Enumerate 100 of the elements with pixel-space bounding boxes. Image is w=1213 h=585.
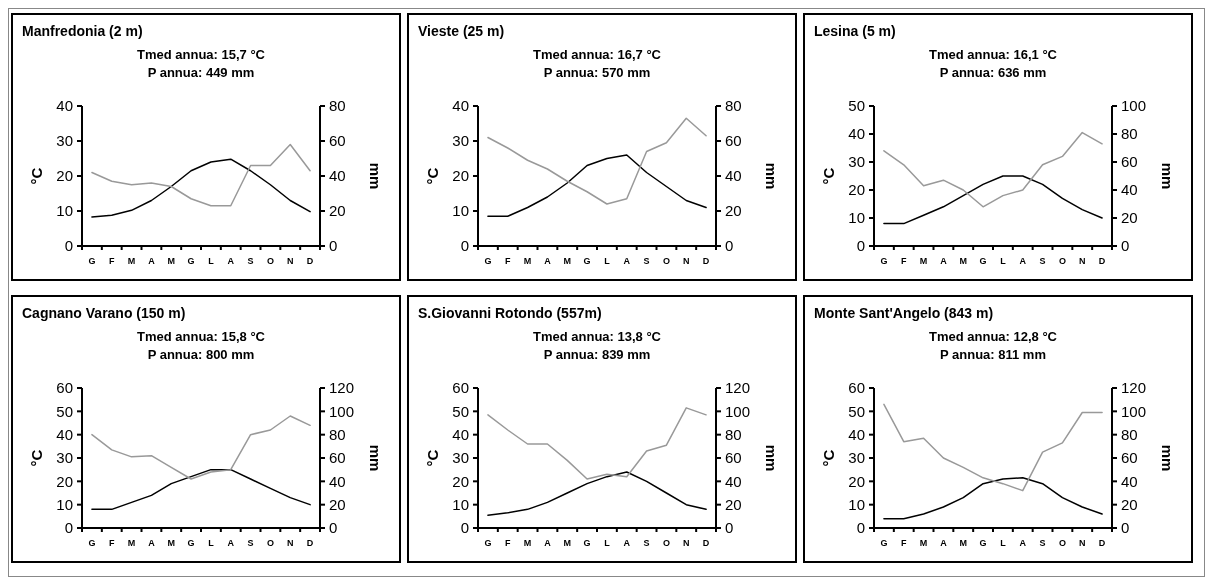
y-tick-label: 60 (452, 379, 469, 397)
x-tick-label: G (583, 538, 591, 548)
y2-tick-label: 80 (1121, 125, 1138, 143)
x-tick-label: S (643, 538, 650, 548)
x-tick-label: G (187, 256, 195, 266)
y-tick-label: 40 (848, 425, 865, 443)
x-tick-label: M (959, 256, 967, 266)
chart-subtitle: Tmed annua: 15,7 °C (136, 47, 266, 62)
x-tick-label: O (266, 256, 274, 266)
x-tick-label: O (662, 538, 670, 548)
y-tick-label: 20 (56, 472, 73, 490)
x-tick-label: A (148, 256, 156, 266)
x-tick-label: S (247, 256, 254, 266)
y-axis-title: °C (28, 167, 45, 185)
x-tick-label: L (208, 256, 215, 266)
y-tick-label: 30 (848, 449, 865, 467)
y-tick-label: 0 (460, 237, 469, 255)
x-tick-label: F (109, 256, 115, 266)
y-tick-label: 30 (848, 153, 865, 171)
line-series (487, 471, 707, 516)
chart-title: Vieste (25 m) (418, 23, 505, 39)
x-tick-label: G (583, 256, 591, 266)
y-tick-label: 20 (452, 472, 469, 490)
x-tick-label: A (227, 538, 235, 548)
y2-tick-label: 20 (1121, 495, 1138, 513)
y-tick-label: 60 (56, 379, 73, 397)
y-tick-label: 20 (56, 167, 73, 185)
x-tick-label: A (227, 256, 235, 266)
x-tick-label: M (919, 538, 928, 548)
x-tick-label: M (167, 538, 175, 548)
line-series (883, 477, 1103, 520)
y2-tick-label: 60 (1121, 153, 1138, 171)
y-tick-label: 40 (848, 125, 865, 143)
y-tick-label: 60 (848, 379, 865, 397)
y-tick-label: 50 (848, 97, 865, 115)
y-tick-label: 50 (848, 402, 865, 420)
x-tick-label: D (1098, 256, 1106, 266)
y-tick-label: 0 (856, 519, 865, 537)
y-axis-title: °C (424, 167, 441, 185)
x-tick-label: M (127, 256, 136, 266)
y2-tick-label: 80 (725, 97, 742, 115)
y-tick-label: 20 (452, 167, 469, 185)
x-tick-label: N (287, 538, 294, 548)
y-tick-label: 30 (452, 132, 469, 150)
y2-tick-label: 120 (329, 379, 355, 397)
y-tick-label: 10 (848, 495, 865, 513)
y-tick-label: 20 (848, 181, 865, 199)
x-tick-label: A (544, 538, 552, 548)
y2-tick-label: 40 (329, 167, 346, 185)
chart-subtitle: Tmed annua: 13,8 °C (532, 329, 662, 344)
y-tick-label: 40 (56, 97, 73, 115)
x-tick-label: S (1039, 256, 1046, 266)
x-tick-label: F (505, 538, 511, 548)
chart-title: Monte Sant'Angelo (843 m) (814, 305, 994, 321)
y2-tick-label: 0 (1121, 519, 1130, 537)
x-tick-label: S (643, 256, 650, 266)
x-tick-label: A (148, 538, 156, 548)
x-tick-label: M (523, 256, 532, 266)
x-tick-label: F (109, 538, 115, 548)
x-tick-label: A (544, 256, 552, 266)
y-tick-label: 30 (452, 449, 469, 467)
y2-tick-label: 80 (1121, 425, 1138, 443)
x-tick-label: L (208, 538, 215, 548)
y-tick-label: 30 (56, 132, 73, 150)
y2-tick-label: 20 (329, 495, 346, 513)
y-axis-title: °C (820, 167, 837, 185)
y-tick-label: 40 (452, 425, 469, 443)
y2-tick-label: 80 (725, 425, 742, 443)
text: P annua: 800 mm (147, 347, 255, 362)
x-tick-label: G (880, 538, 888, 548)
y2-tick-label: 60 (329, 132, 346, 150)
chart-title: Lesina (5 m) (814, 23, 896, 39)
text: P annua: 811 mm (940, 347, 1046, 362)
x-tick-label: L (1000, 538, 1007, 548)
line-series (487, 117, 707, 205)
x-tick-label: D (306, 538, 314, 548)
y2-tick-label: 20 (1121, 209, 1138, 227)
x-tick-label: M (563, 256, 571, 266)
y2-axis-title: mm (763, 162, 780, 190)
y2-tick-label: 100 (1121, 402, 1147, 420)
x-tick-label: N (683, 256, 690, 266)
y2-tick-label: 60 (329, 449, 346, 467)
line-series (487, 154, 707, 217)
x-tick-label: F (505, 256, 511, 266)
line-series (883, 131, 1103, 208)
y2-tick-label: 0 (329, 519, 338, 537)
y2-tick-label: 0 (725, 519, 734, 537)
x-tick-label: A (940, 256, 948, 266)
y-axis-title: °C (820, 449, 837, 467)
x-tick-label: A (623, 538, 631, 548)
y2-tick-label: 0 (1121, 237, 1130, 255)
x-tick-label: L (604, 538, 611, 548)
y-tick-label: 30 (56, 449, 73, 467)
y-tick-label: 50 (452, 402, 469, 420)
y-tick-label: 0 (856, 237, 865, 255)
x-tick-label: L (604, 256, 611, 266)
y2-tick-label: 80 (329, 97, 346, 115)
x-tick-label: N (1079, 256, 1086, 266)
y2-tick-label: 60 (725, 132, 742, 150)
y2-axis-title: mm (1159, 444, 1176, 472)
